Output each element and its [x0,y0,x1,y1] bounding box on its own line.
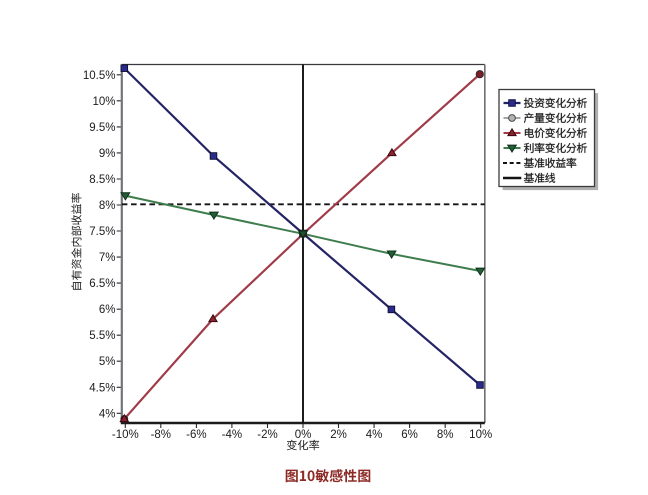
svg-text:-4%: -4% [222,429,242,441]
svg-text:-8%: -8% [151,429,171,441]
svg-text:7%: 7% [99,252,116,264]
svg-text:6.5%: 6.5% [89,278,115,290]
svg-text:6%: 6% [99,304,116,316]
svg-text:9%: 9% [99,148,116,160]
svg-text:8%: 8% [437,429,454,441]
svg-text:4.5%: 4.5% [89,382,115,394]
svg-text:8.5%: 8.5% [89,174,115,186]
svg-text:10%: 10% [92,96,115,108]
svg-text:0%: 0% [295,429,312,441]
svg-text:9.5%: 9.5% [89,122,115,134]
svg-text:7.5%: 7.5% [89,226,115,238]
svg-text:8%: 8% [99,200,116,212]
svg-text:-10%: -10% [112,429,139,441]
svg-text:2%: 2% [330,429,347,441]
svg-text:4%: 4% [366,429,383,441]
svg-text:10.5%: 10.5% [83,70,116,82]
svg-text:10%: 10% [469,429,492,441]
svg-text:-6%: -6% [186,429,206,441]
svg-text:4%: 4% [99,408,116,420]
svg-text:6%: 6% [401,429,418,441]
svg-text:-2%: -2% [257,429,277,441]
svg-text:5.5%: 5.5% [89,330,115,342]
svg-text:5%: 5% [99,356,116,368]
